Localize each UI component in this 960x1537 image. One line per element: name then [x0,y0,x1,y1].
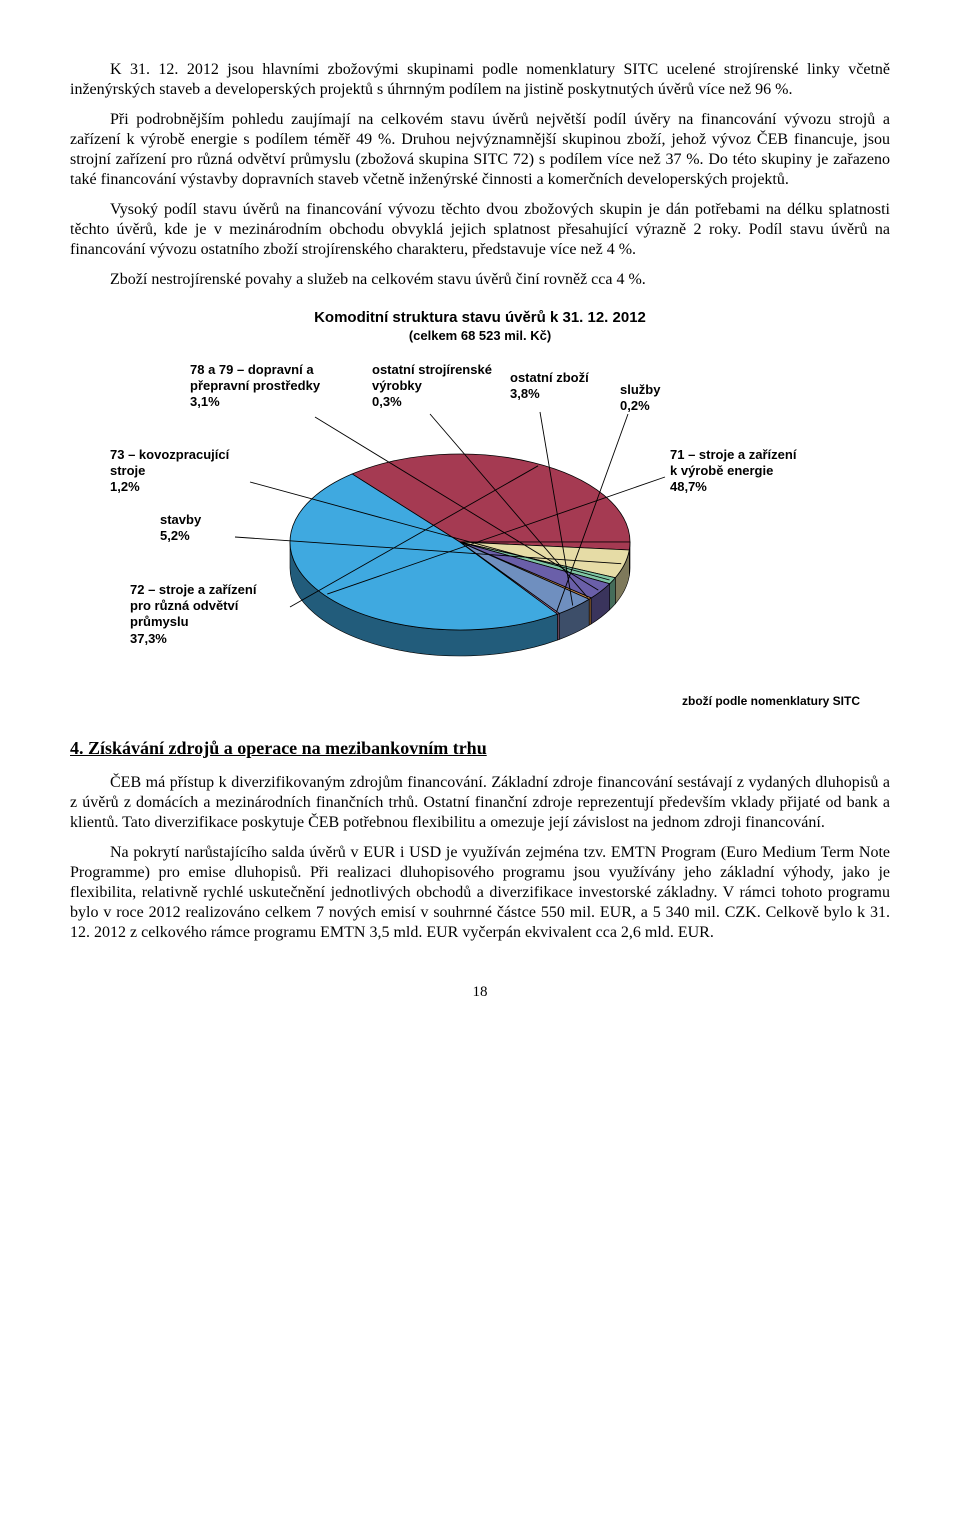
pie-chart: 71 – stroje a zařízení k výrobě energie … [100,352,860,692]
chart-title: Komoditní struktura stavu úvěrů k 31. 12… [100,308,860,328]
pie-chart-container: Komoditní struktura stavu úvěrů k 31. 12… [100,308,860,709]
slice-label-71: 71 – stroje a zařízení k výrobě energie … [670,447,796,496]
slice-label-ost-zbozi: ostatní zboží 3,8% [510,370,589,403]
slice-label-72: 72 – stroje a zařízení pro různá odvětví… [130,582,256,647]
page-number: 18 [70,983,890,1002]
paragraph-1: K 31. 12. 2012 jsou hlavními zbožovými s… [70,60,890,100]
legend-note: zboží podle nomenklatury SITC [100,694,860,709]
slice-label-stavby: stavby 5,2% [160,512,201,545]
slice-label-73: 73 – kovozpracující stroje 1,2% [110,447,229,496]
paragraph-5: ČEB má přístup k diverzifikovaným zdrojů… [70,773,890,833]
slice-label-ost-stroj: ostatní strojírenské výrobky 0,3% [372,362,492,411]
paragraph-3: Vysoký podíl stavu úvěrů na financování … [70,200,890,260]
paragraph-4: Zboží nestrojírenské povahy a služeb na … [70,270,890,290]
slice-label-sluzby: služby 0,2% [620,382,660,415]
paragraph-6: Na pokrytí narůstajícího salda úvěrů v E… [70,843,890,943]
slice-label-78-79: 78 a 79 – dopravní a přepravní prostředk… [190,362,320,411]
section-4-heading: 4. Získávání zdrojů a operace na meziban… [70,737,890,760]
chart-subtitle: (celkem 68 523 mil. Kč) [100,328,860,344]
paragraph-2: Při podrobnějším pohledu zaujímají na ce… [70,110,890,190]
